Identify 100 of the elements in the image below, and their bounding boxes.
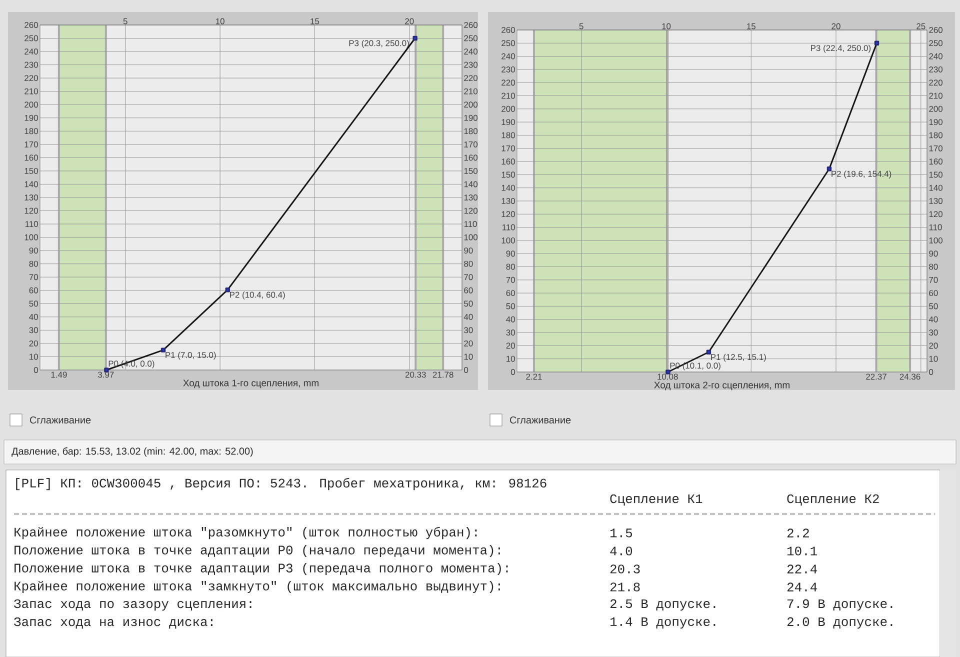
x2-tick-label: 5 [123, 18, 128, 24]
y2-tick-label: 140 [464, 181, 478, 188]
text: 21.8 [610, 582, 640, 592]
y-tick-label: 240 [24, 48, 38, 54]
y2-tick-label: 50 [464, 300, 473, 307]
y2-tick-label: 220 [464, 74, 478, 81]
y-tick-label: 250 [24, 35, 38, 42]
x2-tick-label: 20 [405, 18, 414, 24]
text: [PLF] КП: 0CW300045 , Версия ПО: 5243. Пробег мехатроника, км: 98126 [16, 478, 546, 490]
text: 2.0 В допуске. [787, 617, 892, 629]
y2-tick-label: 260 [464, 22, 478, 28]
y2-tick-label: 130 [929, 198, 943, 204]
y2-tick-label: 90 [464, 247, 473, 254]
x2-tick-label: 10 [662, 23, 671, 30]
y-tick-label: 20 [506, 342, 515, 349]
y-tick-label: 100 [502, 237, 515, 244]
x-tick-label: 20.33 [405, 372, 426, 378]
x-axis-title: Ход штока 1-го сцепления, mm [183, 380, 318, 388]
text: 22.4 [787, 564, 817, 574]
y2-tick-label: 150 [464, 168, 478, 174]
text: 20.3 [610, 564, 640, 574]
x-tick-label: 21.78 [432, 372, 454, 378]
text: 7.9 В допуске. [788, 599, 892, 611]
annotation: P0 (4.0, 0.0) [108, 360, 154, 368]
y-tick-label: 150 [24, 168, 38, 174]
y2-tick-label: 130 [464, 194, 478, 200]
y2-tick-label: 220 [929, 80, 943, 86]
text: 4.0 [610, 546, 632, 556]
x-tick-label: 22.37 [866, 374, 886, 380]
y-tick-label: 70 [29, 274, 38, 280]
y-tick-label: 50 [29, 300, 38, 307]
x2-tick-label: 25 [916, 23, 926, 30]
annotation: P2 (10.4, 60.4) [230, 291, 285, 300]
y-tick-label: 140 [502, 184, 515, 191]
y-tick-label: 200 [24, 102, 38, 108]
text: 2.5 В допуске. [610, 599, 716, 611]
text: 1.4 В допуске. [610, 617, 716, 629]
y2-tick-label: 120 [464, 208, 478, 214]
y2-tick-label: 90 [929, 250, 938, 256]
y-tick-label: 80 [29, 260, 38, 267]
text: Сцепление К1 [610, 494, 702, 506]
y-tick-label: 240 [502, 53, 515, 60]
y2-tick-label: 190 [929, 118, 943, 125]
y-tick-label: 40 [29, 314, 38, 320]
y2-tick-label: 150 [929, 172, 943, 178]
y-tick-label: 220 [24, 74, 38, 81]
y2-tick-label: 10 [929, 356, 938, 362]
y-tick-label: 260 [502, 26, 515, 33]
y2-tick-label: 30 [464, 327, 473, 334]
y2-tick-label: 60 [464, 287, 473, 294]
y-tick-label: 80 [506, 264, 515, 270]
y-tick-label: 210 [24, 88, 38, 94]
y2-tick-label: 20 [464, 340, 473, 346]
y-tick-label: 110 [25, 220, 38, 227]
x-tick-label: 1.49 [51, 372, 67, 378]
y2-tick-label: 240 [929, 53, 943, 60]
x2-tick-label: 10 [216, 18, 224, 24]
y-tick-label: 30 [29, 327, 38, 334]
text: Сглаживание [30, 416, 91, 424]
y2-tick-label: 160 [464, 154, 478, 161]
y2-tick-label: 0 [929, 368, 934, 375]
y2-tick-label: 70 [929, 276, 938, 283]
y-tick-label: 190 [502, 118, 515, 125]
y2-tick-label: 120 [929, 211, 943, 218]
y-tick-label: 150 [502, 172, 515, 178]
y-tick-label: 260 [24, 22, 38, 28]
text: Давление, бар: 15.53, 13.02 (min: 42.00, max: 52.00) [12, 447, 253, 457]
text: Положение штока в точке адаптации P0 (начало передачи момента): [14, 544, 500, 557]
y-tick-label: 180 [502, 132, 515, 138]
y-tick-label: 160 [24, 154, 38, 161]
y-tick-label: 40 [506, 316, 515, 322]
y-tick-label: 190 [24, 114, 38, 121]
y2-tick-label: 200 [929, 106, 943, 112]
annotation: P1 (12.5, 15.1) [711, 354, 766, 362]
y2-tick-label: 60 [929, 290, 938, 296]
text: Положение штока в точке адаптации P3 (передача полного момента): [14, 562, 508, 575]
text: Крайнее положение штока "замкнуто" (шток максимально выдвинут): [14, 580, 500, 593]
x-tick-label: 3.97 [98, 372, 114, 378]
y2-tick-label: 50 [929, 303, 938, 310]
y-tick-label: 250 [502, 40, 515, 46]
y2-tick-label: 230 [929, 66, 943, 72]
y-tick-label: 160 [502, 158, 515, 164]
y-tick-label: 180 [24, 128, 38, 134]
x-tick-label: 2.21 [526, 374, 542, 380]
y2-tick-label: 40 [928, 316, 938, 322]
y-tick-label: 10 [30, 354, 38, 360]
annotation: P3 (20.3, 250.0) [349, 40, 409, 48]
x-tick-label: 24.36 [900, 374, 920, 380]
y-tick-label: 220 [502, 80, 515, 86]
y2-tick-label: 210 [929, 92, 943, 99]
y2-tick-label: 210 [464, 88, 478, 94]
y2-tick-label: 80 [464, 260, 473, 267]
text: Сглаживание [510, 416, 571, 424]
y-tick-label: 50 [506, 303, 515, 310]
y-tick-label: 90 [506, 250, 515, 256]
x-axis-title: Ход штока 2-го сцепления, mm [654, 382, 790, 390]
y-tick-label: 170 [502, 145, 515, 152]
x-tick-label: 10.08 [658, 374, 678, 380]
text: Сцепление К2 [787, 494, 879, 506]
x2-tick-label: 5 [579, 23, 584, 30]
